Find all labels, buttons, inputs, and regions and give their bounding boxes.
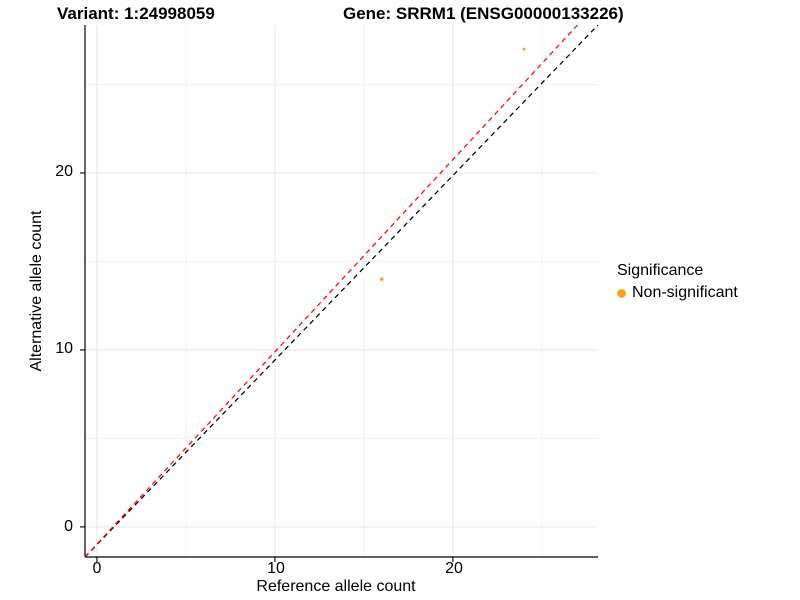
legend: Significance Non-significant	[617, 262, 738, 302]
y-tick-label-10: 10	[55, 340, 73, 357]
y-tick-label-0: 0	[64, 518, 73, 535]
variant-title: Variant: 1:24998059	[57, 4, 215, 23]
identity-line	[84, 24, 599, 558]
legend-title: Significance	[617, 262, 704, 279]
legend-item: Non-significant	[617, 284, 738, 302]
y-tick-label-20: 20	[55, 163, 73, 180]
x-tick-label-10: 10	[267, 560, 285, 577]
data-point	[522, 47, 526, 51]
x-tick-label-20: 20	[445, 560, 463, 577]
x-axis-label: Reference allele count	[256, 578, 416, 595]
legend-point-icon	[617, 288, 626, 298]
fit-line	[84, 24, 578, 558]
gene-title: Gene: SRRM1 (ENSG00000133226)	[343, 4, 624, 23]
legend-item-label: Non-significant	[632, 284, 738, 301]
data-point	[379, 277, 384, 281]
x-tick-label-0: 0	[92, 560, 102, 577]
